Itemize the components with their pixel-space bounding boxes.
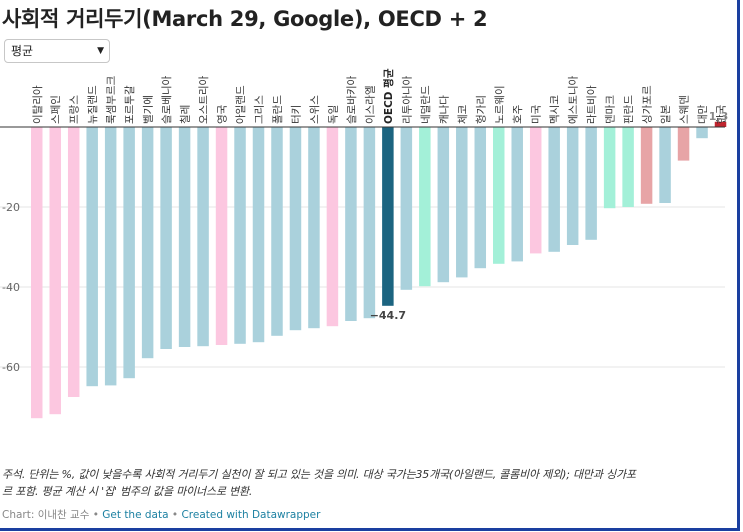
- bar[interactable]: [659, 127, 671, 203]
- bar[interactable]: [493, 127, 505, 264]
- bar[interactable]: [326, 127, 339, 327]
- category-label: 캐나다: [438, 95, 450, 124]
- y-tick-label: -40: [2, 281, 20, 294]
- bar[interactable]: [548, 127, 560, 252]
- bar[interactable]: [345, 127, 357, 321]
- category-label: 호주: [512, 104, 524, 124]
- category-label: 슬로바키아: [346, 75, 358, 124]
- category-label: 이탈리아: [31, 85, 44, 124]
- category-label: 멕시코: [549, 95, 561, 124]
- category-label: 대만: [697, 104, 709, 124]
- bar[interactable]: [419, 127, 431, 287]
- category-label: 핀란드: [623, 95, 635, 124]
- category-label: 스웨덴: [679, 95, 691, 124]
- notes-line-1: 주석. 단위는 %, 값이 낮을수록 사회적 거리두기 실천이 잘 되고 있는 …: [2, 468, 636, 481]
- bar[interactable]: [382, 127, 394, 306]
- category-label: 그리스: [254, 95, 266, 124]
- bar[interactable]: [178, 127, 191, 347]
- category-label: 룩셈부르크: [106, 75, 118, 124]
- category-label: 네덜란드: [420, 85, 432, 124]
- bar[interactable]: [437, 127, 450, 283]
- y-tick-label: -60: [2, 361, 20, 374]
- category-label: 뉴질랜드: [87, 85, 99, 124]
- bar[interactable]: [215, 127, 228, 345]
- category-label: OECD 평균: [382, 68, 395, 124]
- bar[interactable]: [49, 127, 61, 415]
- category-label: 리투아니아: [401, 75, 413, 124]
- bar[interactable]: [640, 127, 653, 204]
- bar[interactable]: [400, 127, 413, 290]
- category-label: 폴란드: [272, 95, 284, 124]
- category-label: 아일랜드: [234, 85, 247, 124]
- category-label: 슬로베니아: [161, 75, 173, 124]
- bar[interactable]: [474, 127, 487, 269]
- category-label: 프랑스: [69, 95, 81, 124]
- category-label: 라트비아: [586, 85, 598, 124]
- bar[interactable]: [308, 127, 320, 329]
- data-label: −44.7: [370, 309, 406, 322]
- footer-separator: •: [171, 509, 179, 521]
- bar[interactable]: [677, 127, 690, 161]
- bar[interactable]: [67, 127, 80, 397]
- bar[interactable]: [529, 127, 542, 254]
- chart-footer: Chart: 이내찬 교수 • Get the data • Created w…: [2, 507, 320, 522]
- bar[interactable]: [714, 121, 727, 127]
- chart-source: Chart: 이내찬 교수: [2, 509, 90, 521]
- category-label: 스페인: [50, 95, 62, 124]
- bar[interactable]: [160, 127, 172, 349]
- footer-separator: •: [92, 509, 99, 521]
- category-label: 칠레: [180, 105, 192, 124]
- category-label: 독일: [326, 105, 339, 124]
- category-label: 벨기에: [143, 95, 155, 124]
- bar[interactable]: [31, 127, 43, 419]
- notes-line-2: 르 포함. 평균 계산 시 '집' 범주의 값을 마이너스로 변환.: [2, 485, 253, 498]
- chart-notes: 주석. 단위는 %, 값이 낮을수록 사회적 거리두기 실천이 잘 되고 있는 …: [2, 466, 732, 500]
- category-label: 노르웨이: [494, 85, 506, 124]
- category-label: 헝가리: [475, 95, 487, 124]
- metric-dropdown[interactable]: 평균 ▼: [4, 39, 110, 63]
- bar[interactable]: [363, 127, 376, 319]
- created-with-datawrapper-link[interactable]: Created with Datawrapper: [181, 509, 321, 521]
- category-label: 일본: [659, 104, 672, 124]
- bar[interactable]: [511, 127, 523, 262]
- category-label: 싱가포르: [642, 85, 654, 124]
- bar[interactable]: [234, 127, 246, 344]
- caret-down-icon: ▼: [97, 46, 104, 56]
- y-tick-label: -20: [2, 201, 20, 214]
- category-label: 이스라엘: [363, 85, 376, 124]
- category-label: 포르투갈: [123, 85, 136, 124]
- category-label: 영국: [217, 104, 229, 124]
- bar[interactable]: [197, 127, 209, 347]
- bar[interactable]: [456, 127, 468, 278]
- data-label: 1.3: [709, 110, 729, 123]
- page-title: 사회적 거리두기(March 29, Google), OECD + 2: [2, 7, 488, 31]
- category-label: 덴마크: [605, 95, 617, 124]
- bar[interactable]: [622, 127, 634, 207]
- bar[interactable]: [252, 127, 265, 343]
- bar[interactable]: [289, 127, 302, 331]
- category-label: 에스토니아: [568, 75, 580, 124]
- bar[interactable]: [566, 127, 579, 245]
- category-label: 터키: [290, 105, 302, 124]
- category-label: 오스트리아: [198, 75, 210, 124]
- bar[interactable]: [104, 127, 117, 386]
- bar[interactable]: [585, 127, 597, 240]
- bar[interactable]: [123, 127, 135, 379]
- bar[interactable]: [86, 127, 98, 387]
- category-label: 한국: [716, 104, 728, 124]
- metric-dropdown-value: 평균: [11, 44, 34, 58]
- bar[interactable]: [603, 127, 616, 209]
- category-label: 스위스: [308, 95, 321, 124]
- category-label: 체코: [457, 104, 469, 124]
- bar[interactable]: [141, 127, 154, 359]
- bar-chart: -20 -40 -60 이탈리아 스페인 프랑스 뉴질랜드 룩셈부르크 포르투갈 벨기에 슬로베니아…: [0, 68, 729, 419]
- bar[interactable]: [271, 127, 283, 336]
- get-the-data-link[interactable]: Get the data: [102, 509, 169, 521]
- bar[interactable]: [696, 127, 708, 139]
- category-label: 미국: [531, 104, 543, 124]
